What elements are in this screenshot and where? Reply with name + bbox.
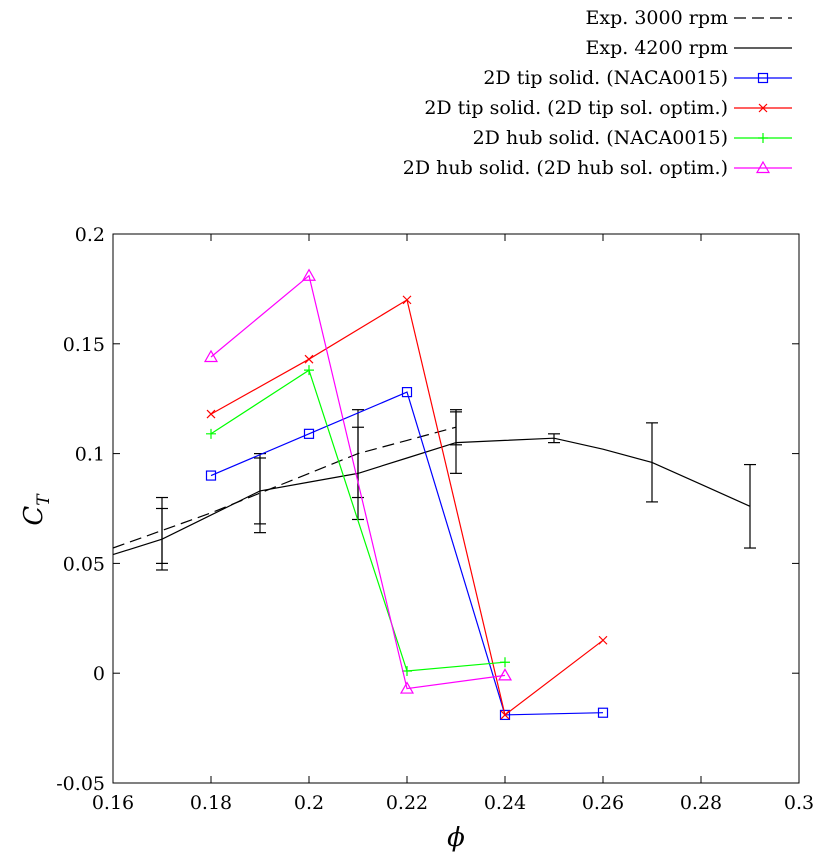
svg-text:CT: CT: [19, 493, 54, 526]
x-tick-label: 0.18: [190, 792, 232, 814]
legend-item: Exp. 4200 rpm: [586, 37, 792, 59]
y-tick-label: -0.05: [56, 773, 105, 795]
legend-item: 2D tip solid. (NACA0015): [483, 67, 792, 89]
data-point: [500, 657, 510, 667]
legend-label: Exp. 4200 rpm: [586, 37, 728, 59]
legend-item: 2D tip solid. (2D tip sol. optim.): [424, 97, 792, 119]
legend-label: 2D tip solid. (NACA0015): [483, 67, 728, 89]
legend-label: 2D tip solid. (2D tip sol. optim.): [424, 97, 728, 119]
series-line: [113, 438, 750, 554]
data-point: [305, 355, 313, 363]
series-3: [207, 296, 607, 719]
x-tick-label: 0.22: [386, 792, 428, 814]
data-point: [403, 296, 411, 304]
y-tick-label: 0: [93, 663, 105, 685]
legend-label: 2D hub solid. (NACA0015): [473, 127, 728, 149]
y-tick-label: 0.15: [63, 334, 105, 356]
x-tick-label: 0.26: [582, 792, 624, 814]
y-tick-label: 0.2: [75, 224, 105, 246]
y-tick-label: 0.1: [75, 444, 105, 466]
legend-label: 2D hub solid. (2D hub sol. optim.): [403, 157, 728, 179]
x-tick-label: 0.24: [484, 792, 526, 814]
data-point: [206, 429, 216, 439]
x-axis-label: ϕ: [447, 823, 465, 853]
y-axis-label-main: C: [19, 506, 49, 526]
data-point: [304, 365, 314, 375]
x-tick-label: 0.16: [92, 792, 134, 814]
series-layer: [113, 270, 756, 720]
data-point: [207, 410, 215, 418]
x-tick-label: 0.3: [784, 792, 814, 814]
x-tick-label: 0.28: [680, 792, 722, 814]
series-line: [113, 427, 456, 548]
series-line: [211, 300, 603, 715]
legend-item: Exp. 3000 rpm: [586, 7, 792, 29]
legend-item: 2D hub solid. (2D hub sol. optim.): [403, 157, 792, 179]
axis-ticks: 0.16 0.18 0.2 0.22 0.24 0.26 0.28 0.3 -0.05 0 0.05…: [56, 224, 814, 814]
x-tick-label: 0.2: [294, 792, 324, 814]
legend-item: 2D hub solid. (NACA0015): [473, 127, 792, 149]
series-1: [113, 412, 756, 570]
legend-label: Exp. 3000 rpm: [586, 7, 728, 29]
y-axis-label-sub: T: [34, 493, 54, 506]
y-axis-label: CT: [19, 493, 54, 526]
series-line: [211, 276, 505, 689]
series-5: [205, 270, 511, 693]
y-tick-label: 0.05: [63, 553, 105, 575]
data-point: [499, 669, 511, 680]
legend-marker: [757, 162, 769, 173]
legend-marker: [758, 133, 768, 143]
legend: Exp. 3000 rpm Exp. 4200 rpm 2D tip solid. …: [403, 7, 792, 179]
data-point: [599, 636, 607, 644]
